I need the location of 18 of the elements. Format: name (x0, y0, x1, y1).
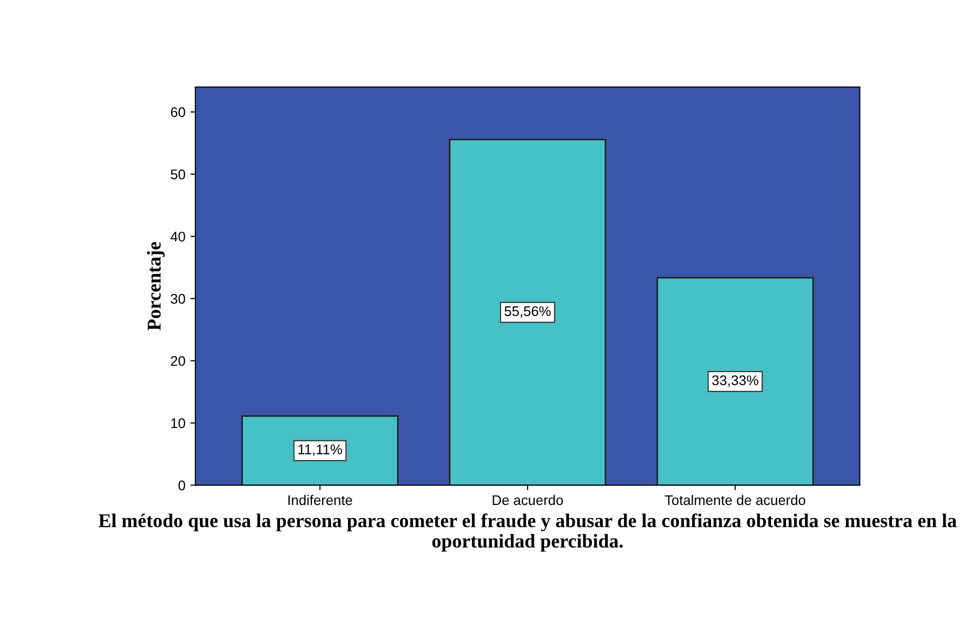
bar (656, 277, 814, 486)
data-label: 11,11% (298, 444, 342, 456)
y-tick-label: 60 (170, 107, 186, 118)
bar (449, 138, 606, 486)
data-label: 33,33% (712, 375, 758, 387)
x-tick-label: De acuerdo (492, 494, 563, 506)
x-axis-title: El método que usa la persona para cometer el fraude y abusar de la confianza obtenida se muestra en la oportunidad percibida. (98, 513, 957, 552)
y-tick-label: 30 (170, 294, 186, 304)
y-tick-label: 0 (178, 480, 186, 490)
y-tick-label: 50 (170, 169, 186, 180)
data-label: 55,56% (504, 306, 551, 318)
y-tick-label: 20 (170, 356, 186, 366)
y-tick-label: 40 (170, 232, 186, 242)
y-tick-label: 10 (171, 418, 186, 428)
x-tick-label: Totalmente de acuerdo (664, 494, 806, 506)
bar (241, 415, 399, 486)
x-tick-label: Indiferente (288, 494, 352, 506)
y-axis-title: Porcentaje (147, 242, 165, 330)
